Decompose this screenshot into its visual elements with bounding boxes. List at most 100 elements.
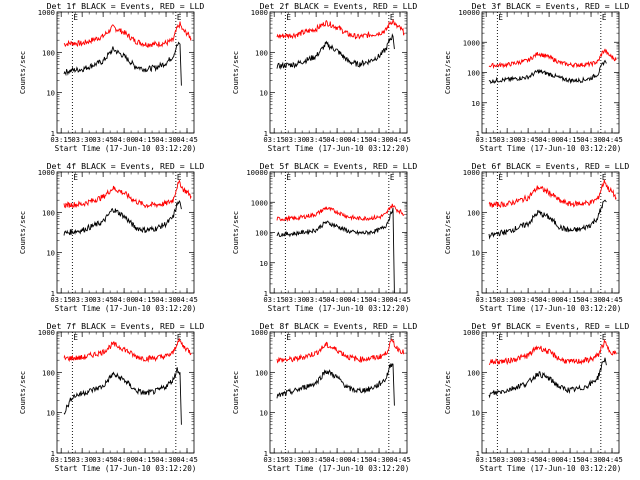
y-tick-label: 1 <box>476 289 480 298</box>
x-tick-label: 04:30 <box>580 295 602 304</box>
chart-panel-7: Det 7f BLACK = Events, RED = LLD 1 10 100 10… <box>18 321 204 473</box>
y-tick-label: 100 <box>42 48 55 57</box>
x-tick-label: 03:15 <box>263 455 285 464</box>
y-tick-label: 10 <box>259 259 268 268</box>
chart-title: Det 1f BLACK = Events, RED = LLD <box>47 1 205 11</box>
y-tick-label: 10 <box>471 409 480 418</box>
event-marker-label: E <box>73 13 78 22</box>
chart-title: Det 7f BLACK = Events, RED = LLD <box>47 321 205 331</box>
start-time-label: Start Time (17-Jun-10 03:12:20) <box>480 304 622 313</box>
chart-title: Det 6f BLACK = Events, RED = LLD <box>472 161 630 171</box>
x-tick-label: 04:15 <box>134 455 156 464</box>
y-tick-label: 1 <box>51 449 55 458</box>
x-tick-label: 03:30 <box>496 455 518 464</box>
chart-title: Det 3f BLACK = Events, RED = LLD <box>472 1 630 11</box>
y-tick-label: 10 <box>46 89 55 98</box>
x-tick-label: 03:45 <box>305 135 327 144</box>
x-tick-label: 03:45 <box>517 135 539 144</box>
plot-frame <box>56 11 195 134</box>
event-marker-label: E <box>390 13 395 22</box>
y-tick-label: 100 <box>255 229 268 238</box>
y-tick-label: 1 <box>51 289 55 298</box>
x-tick-label: 04:45 <box>601 135 623 144</box>
chart-panel-9: Det 9f BLACK = Events, RED = LLD 1 10 100 10… <box>443 321 629 473</box>
y-tick-label: 10 <box>46 409 55 418</box>
x-tick-label: 03:15 <box>50 455 72 464</box>
x-tick-label: 03:30 <box>71 295 93 304</box>
x-tick-label: 03:15 <box>50 295 72 304</box>
x-tick-label: 03:45 <box>92 135 114 144</box>
x-tick-label: 03:30 <box>71 135 93 144</box>
lld-series-line <box>63 179 192 209</box>
chart-title: Det 4f BLACK = Events, RED = LLD <box>47 161 205 171</box>
x-tick-label: 04:00 <box>113 295 135 304</box>
plot-frame <box>269 171 408 294</box>
events-series-line <box>63 199 182 236</box>
plot-frame <box>56 331 195 454</box>
lld-series-line <box>63 21 192 49</box>
plot-frame <box>56 171 195 294</box>
x-tick-label: 04:45 <box>389 295 411 304</box>
x-tick-label: 03:45 <box>305 295 327 304</box>
y-axis-label: Counts/sec <box>18 51 27 94</box>
x-tick-label: 03:30 <box>284 455 306 464</box>
y-axis-label: Counts/sec <box>18 371 27 414</box>
event-marker-label: E <box>73 333 78 342</box>
y-tick-label: 100 <box>42 368 55 377</box>
y-tick-label: 10 <box>259 409 268 418</box>
x-tick-label: 04:30 <box>580 455 602 464</box>
x-tick-label: 03:15 <box>263 295 285 304</box>
event-marker-label: E <box>286 173 291 182</box>
x-tick-label: 04:30 <box>368 295 390 304</box>
chart-panel-8: Det 8f BLACK = Events, RED = LLD 1 10 100 10… <box>231 321 417 473</box>
x-tick-label: 03:30 <box>496 135 518 144</box>
x-tick-label: 04:45 <box>601 295 623 304</box>
y-tick-label: 1 <box>51 129 55 138</box>
event-marker-label: E <box>286 13 291 22</box>
y-tick-label: 1 <box>476 449 480 458</box>
x-tick-label: 04:30 <box>368 135 390 144</box>
y-tick-label: 100 <box>255 368 268 377</box>
y-tick-label: 1000 <box>251 8 268 17</box>
event-marker-label: E <box>498 13 503 22</box>
event-marker-label: E <box>177 333 182 342</box>
x-tick-label: 03:15 <box>263 135 285 144</box>
y-tick-label: 1000 <box>251 198 268 207</box>
x-tick-label: 03:30 <box>284 135 306 144</box>
y-tick-label: 1 <box>264 289 268 298</box>
events-series-line <box>276 33 395 70</box>
chart-title: Det 5f BLACK = Events, RED = LLD <box>260 161 418 171</box>
x-tick-label: 03:45 <box>92 455 114 464</box>
events-series-line <box>63 41 182 86</box>
chart-panel-3: Det 3f BLACK = Events, RED = LLD 1 10 100 10… <box>443 1 629 153</box>
y-tick-label: 10 <box>259 89 268 98</box>
y-tick-label: 1 <box>264 129 268 138</box>
x-tick-label: 04:00 <box>538 455 560 464</box>
events-series-line <box>488 59 607 85</box>
start-time-label: Start Time (17-Jun-10 03:12:20) <box>268 144 410 153</box>
start-time-label: Start Time (17-Jun-10 03:12:20) <box>268 464 410 473</box>
lld-series-line <box>63 338 192 363</box>
event-marker-label: E <box>498 173 503 182</box>
x-tick-label: 04:00 <box>326 135 348 144</box>
x-tick-label: 04:00 <box>113 135 135 144</box>
event-marker-label: E <box>390 173 395 182</box>
x-tick-label: 03:30 <box>496 295 518 304</box>
y-tick-label: 10 <box>46 249 55 258</box>
y-axis-label: Counts/sec <box>443 211 452 254</box>
x-tick-label: 03:45 <box>92 295 114 304</box>
chart-title: Det 9f BLACK = Events, RED = LLD <box>472 321 630 331</box>
x-tick-label: 04:45 <box>176 295 198 304</box>
x-tick-label: 04:30 <box>368 455 390 464</box>
start-time-label: Start Time (17-Jun-10 03:12:20) <box>55 304 197 313</box>
x-tick-label: 04:30 <box>580 135 602 144</box>
x-tick-label: 04:00 <box>113 455 135 464</box>
event-marker-label: E <box>177 13 182 22</box>
x-tick-label: 03:45 <box>305 455 327 464</box>
y-tick-label: 1000 <box>463 38 480 47</box>
event-marker-label: E <box>390 333 395 342</box>
x-tick-label: 04:15 <box>559 455 581 464</box>
event-marker-label: E <box>602 13 607 22</box>
x-tick-label: 04:45 <box>176 455 198 464</box>
